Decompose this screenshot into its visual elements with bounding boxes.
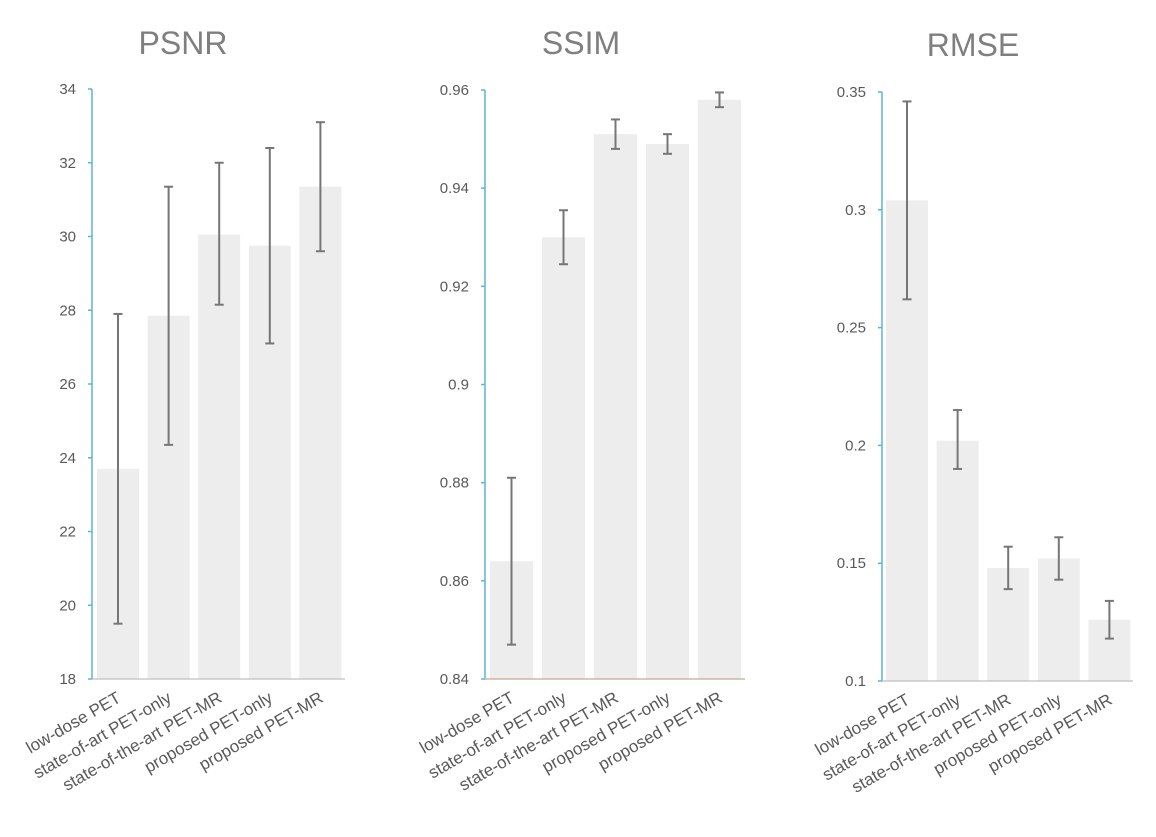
bar — [646, 143, 689, 679]
y-tick-label: 30 — [59, 229, 76, 246]
y-tick-label: 0.96 — [440, 82, 469, 99]
y-tick-label: 20 — [59, 597, 76, 614]
y-tick-label: 0.25 — [837, 320, 866, 337]
y-tick-label: 0.9 — [448, 377, 469, 394]
y-tick-label: 0.84 — [440, 671, 469, 688]
y-tick-label: 22 — [59, 524, 76, 541]
y-tick-label: 0.3 — [845, 202, 866, 219]
y-tick-label: 28 — [59, 302, 76, 319]
chart-title: RMSE — [927, 27, 1019, 63]
y-tick-label: 0.1 — [845, 673, 866, 690]
y-tick-label: 34 — [59, 81, 76, 98]
chart-title: PSNR — [139, 25, 228, 61]
y-tick-label: 0.94 — [440, 180, 469, 197]
bar — [936, 440, 979, 681]
y-tick-label: 24 — [59, 450, 76, 467]
bar — [594, 134, 637, 680]
y-tick-label: 26 — [59, 376, 76, 393]
y-tick-label: 0.2 — [845, 437, 866, 454]
chart-ssim: SSIM0.840.860.880.90.920.940.96low-dose … — [416, 25, 745, 795]
bar — [542, 237, 585, 679]
bar — [198, 234, 241, 679]
y-tick-label: 0.86 — [440, 573, 469, 590]
bar — [299, 186, 342, 679]
y-tick-label: 0.88 — [440, 475, 469, 492]
y-tick-label: 0.92 — [440, 278, 469, 295]
y-tick-label: 18 — [59, 671, 76, 688]
y-tick-label: 0.35 — [837, 84, 866, 101]
chart-title: SSIM — [542, 25, 620, 61]
y-tick-label: 32 — [59, 155, 76, 172]
bar — [698, 99, 741, 680]
y-tick-label: 0.15 — [837, 555, 866, 572]
